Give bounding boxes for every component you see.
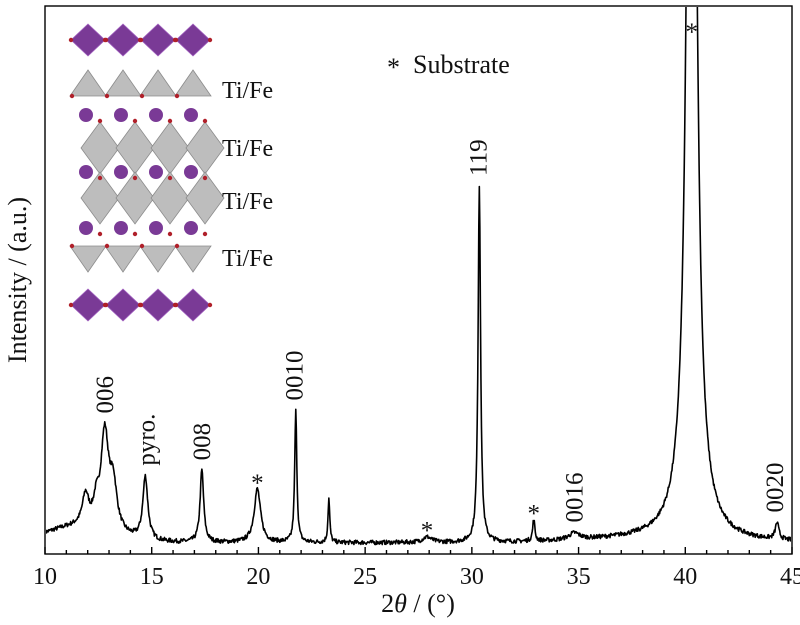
purple-octahedron xyxy=(175,23,211,57)
axes xyxy=(44,5,793,555)
cation-sphere xyxy=(114,165,128,179)
xrd-pattern-line xyxy=(46,7,791,546)
plot-frame xyxy=(44,5,793,555)
oxygen-atom xyxy=(174,243,180,249)
oxygen-atom xyxy=(69,93,75,99)
gray-octahedron xyxy=(115,171,155,225)
oxygen-atom xyxy=(97,118,103,124)
substrate-marker: * xyxy=(421,518,434,545)
substrate-marker: * xyxy=(528,500,541,527)
cation-sphere xyxy=(114,221,128,235)
purple-octahedron xyxy=(70,288,106,322)
oxygen-atom xyxy=(97,231,103,237)
layer-label: Ti/Fe xyxy=(222,246,273,272)
oxygen-atom xyxy=(202,231,208,237)
x-tick-label: 25 xyxy=(353,564,377,590)
oxygen-atom xyxy=(104,93,110,99)
gray-octahedron xyxy=(150,171,190,225)
peak-label: 0016 xyxy=(561,472,588,522)
pyramid-polyhedron xyxy=(174,69,212,97)
purple-octahedron xyxy=(175,288,211,322)
layer-label: Ti/Fe xyxy=(222,189,273,215)
cation-sphere xyxy=(149,108,163,122)
cation-sphere xyxy=(184,108,198,122)
oxygen-atom xyxy=(167,231,173,237)
cation-sphere xyxy=(79,165,93,179)
x-tick-label: 10 xyxy=(33,564,57,590)
x-axis-label: 2θ / (°) xyxy=(381,589,455,618)
x-tick-label: 35 xyxy=(567,564,591,590)
pyramid-polyhedron xyxy=(69,245,107,273)
pyramid-polyhedron xyxy=(69,69,107,97)
oxygen-atom xyxy=(174,93,180,99)
oxygen-atom xyxy=(202,118,208,124)
oxygen-atom xyxy=(207,302,213,308)
purple-octahedron xyxy=(105,23,141,57)
cation-sphere xyxy=(149,165,163,179)
peak-label: pyro. xyxy=(133,414,160,466)
pyramid-polyhedron xyxy=(174,245,212,273)
legend-marker: * xyxy=(387,53,400,82)
oxygen-atom xyxy=(207,37,213,43)
cation-sphere xyxy=(184,221,198,235)
oxygen-atom xyxy=(97,175,103,181)
purple-octahedron xyxy=(70,23,106,57)
oxygen-atom xyxy=(68,37,74,43)
layer-labels: Ti/Fe Ti/Fe Ti/Fe Ti/Fe xyxy=(222,78,273,272)
layer-label: Ti/Fe xyxy=(222,78,273,104)
peak-label: 0020 xyxy=(762,462,789,512)
cation-sphere xyxy=(184,165,198,179)
oxygen-atom xyxy=(104,243,110,249)
substrate-marker: * xyxy=(251,470,264,497)
oxygen-atom xyxy=(138,37,144,43)
oxygen-atom xyxy=(69,243,75,249)
cation-sphere xyxy=(79,221,93,235)
layer-label: Ti/Fe xyxy=(222,136,273,162)
oxygen-atom xyxy=(167,118,173,124)
y-axis-label: Intensity / (a.u.) xyxy=(3,197,32,363)
x-tick-label: 15 xyxy=(140,564,164,590)
oxygen-atom xyxy=(132,231,138,237)
oxygen-atom xyxy=(202,175,208,181)
substrate-marker: * xyxy=(685,19,698,46)
x-tick-label: 45 xyxy=(780,564,800,590)
legend-label: Substrate xyxy=(413,50,510,79)
peak-annotations: 006 pyro. 008 * 0010 * 119 * 0016 * 0020 xyxy=(92,19,789,545)
pyramid-polyhedron xyxy=(104,245,142,273)
x-tick-label: 30 xyxy=(460,564,484,590)
pyramid-polyhedron xyxy=(139,245,177,273)
x-tick-label: 40 xyxy=(673,564,697,590)
peak-label: 119 xyxy=(465,139,492,176)
cation-sphere xyxy=(149,221,163,235)
cation-sphere xyxy=(79,108,93,122)
legend: * Substrate xyxy=(387,50,510,82)
oxygen-atom xyxy=(68,302,74,308)
peak-label: 008 xyxy=(189,423,216,461)
x-axis-tick-labels: 10 15 20 25 30 35 40 45 xyxy=(33,564,800,590)
pyramid-polyhedron xyxy=(139,69,177,97)
oxygen-atom xyxy=(132,118,138,124)
cation-sphere xyxy=(114,108,128,122)
oxygen-atom xyxy=(173,302,179,308)
oxygen-atom xyxy=(132,175,138,181)
oxygen-atom xyxy=(167,175,173,181)
crystal-structure-inset xyxy=(68,23,225,322)
gray-octahedron xyxy=(185,171,225,225)
purple-octahedron xyxy=(105,288,141,322)
oxygen-atom xyxy=(139,243,145,249)
oxygen-atom xyxy=(173,37,179,43)
x-axis-ticks xyxy=(44,547,793,554)
gray-octahedron xyxy=(80,171,120,225)
oxygen-atom xyxy=(103,302,109,308)
oxygen-atom xyxy=(138,302,144,308)
purple-octahedron xyxy=(140,23,176,57)
x-tick-label: 20 xyxy=(246,564,270,590)
oxygen-atom xyxy=(139,93,145,99)
purple-octahedron xyxy=(140,288,176,322)
peak-label: 006 xyxy=(92,376,119,414)
peak-label: 0010 xyxy=(282,351,309,401)
pyramid-polyhedron xyxy=(104,69,142,97)
oxygen-atom xyxy=(103,37,109,43)
